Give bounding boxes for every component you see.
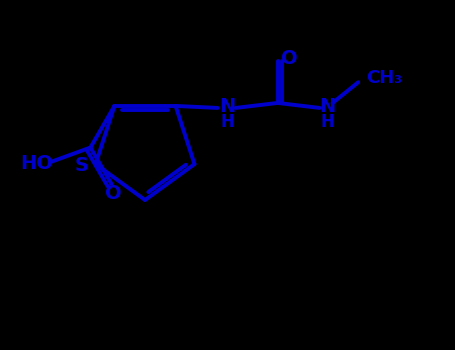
Text: HO: HO	[20, 154, 53, 173]
Text: N: N	[319, 97, 336, 117]
Text: S: S	[75, 155, 89, 175]
Text: O: O	[281, 49, 298, 69]
Text: H: H	[221, 113, 234, 131]
Text: CH₃: CH₃	[366, 69, 402, 87]
Text: N: N	[219, 97, 236, 117]
Text: O: O	[105, 184, 122, 203]
Text: H: H	[321, 113, 334, 131]
